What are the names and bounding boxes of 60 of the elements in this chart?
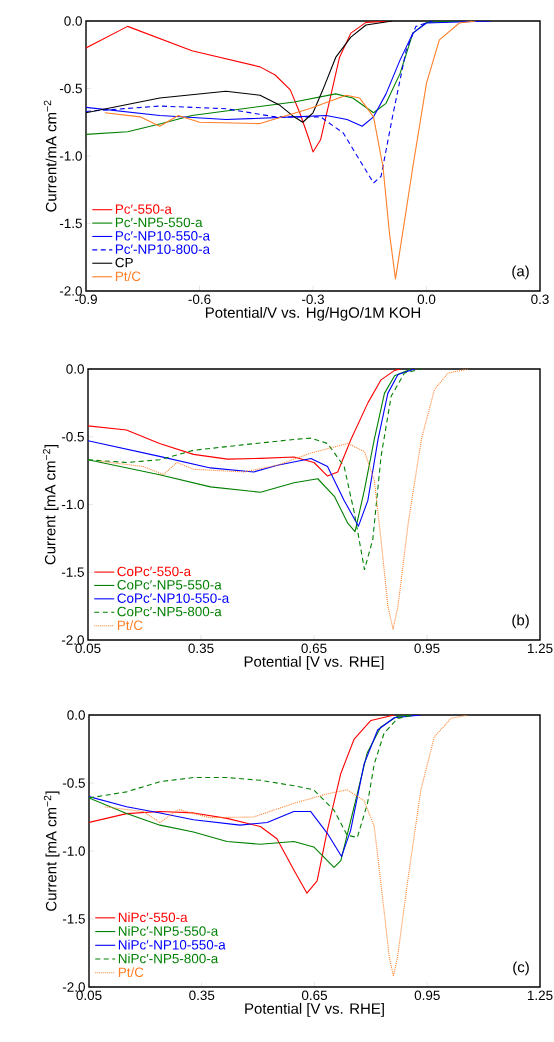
legend-label: CP bbox=[115, 257, 133, 268]
legend-label: CoPc′-NP5-800-a bbox=[117, 606, 222, 617]
line-series bbox=[89, 715, 395, 894]
legend-label: NiPc′-550-a bbox=[118, 912, 188, 923]
y-tick-label: -1.0 bbox=[59, 151, 82, 161]
y-tick-label: -1.5 bbox=[59, 218, 82, 229]
legend-label: NiPc′-NP5-800-a bbox=[118, 953, 219, 964]
y-tick-label: -0.5 bbox=[62, 778, 85, 788]
legend-label: Pc′-NP10-800-a bbox=[115, 244, 211, 254]
y-axis-title: Current/mA cm$^{−2}$ bbox=[43, 100, 57, 212]
legend-label: NiPc′-NP5-550-a bbox=[118, 925, 219, 936]
x-tick-label: 0.65 bbox=[301, 643, 327, 654]
legend-label: CoPc′-NP10-550-a bbox=[117, 593, 230, 603]
legend-label: Pc′-550-a bbox=[115, 204, 172, 214]
legend-label: CoPc′-550-a bbox=[117, 566, 192, 577]
x-tick-label: 0.95 bbox=[414, 990, 440, 1001]
x-axis-title: Potential [V vs. RHE] bbox=[245, 1002, 384, 1017]
line-series bbox=[104, 20, 477, 280]
x-tick-label: 0.65 bbox=[301, 990, 328, 1001]
x-axis-title: Potential/V vs. Hg/HgO/1M KOH bbox=[205, 306, 421, 321]
x-tick-label: 1.25 bbox=[527, 643, 553, 654]
y-tick-label: 0.0 bbox=[64, 16, 82, 26]
x-tick-label: 0.35 bbox=[189, 990, 215, 1001]
annotation: (c) bbox=[513, 961, 529, 976]
x-tick-label: 0.0 bbox=[417, 294, 436, 305]
legend-label: Pt/C bbox=[117, 620, 143, 631]
annotation: (b) bbox=[512, 614, 529, 629]
y-tick-label: -2.0 bbox=[59, 286, 82, 296]
y-tick-label: 0.0 bbox=[67, 710, 85, 720]
y-tick-label: -1.5 bbox=[61, 567, 84, 577]
y-tick-label: -2.0 bbox=[62, 982, 85, 992]
y-tick-label: 0.0 bbox=[66, 364, 84, 374]
legend-label: Pc′-NP10-550-a bbox=[115, 231, 211, 241]
y-tick-label: -0.5 bbox=[61, 431, 84, 442]
y-tick-label: -1.0 bbox=[62, 846, 85, 856]
x-tick-label: 0.05 bbox=[76, 990, 102, 1001]
x-tick-label: 0.95 bbox=[414, 643, 440, 654]
y-axis-title: Current [mA cm$^{−2}$] bbox=[42, 444, 59, 565]
annotation: (a) bbox=[512, 265, 529, 280]
y-tick-label: -2.0 bbox=[61, 635, 84, 645]
line-series bbox=[88, 368, 402, 477]
x-tick-label: -0.9 bbox=[75, 294, 97, 305]
x-tick-label: 1.25 bbox=[527, 990, 553, 1001]
x-tick-label: 0.3 bbox=[531, 294, 549, 305]
y-tick-label: -0.5 bbox=[59, 83, 82, 94]
x-tick-label: 0.35 bbox=[188, 643, 214, 654]
legend-label: Pt/C bbox=[118, 967, 144, 977]
legend-label: NiPc′-NP10-550-a bbox=[118, 939, 226, 950]
legend-label: Pc′-NP5-550-a bbox=[115, 217, 203, 228]
line-series bbox=[99, 368, 469, 630]
y-tick-label: -1.5 bbox=[62, 914, 85, 924]
y-tick-label: -1.0 bbox=[61, 499, 84, 510]
line-series bbox=[104, 715, 469, 977]
x-tick-label: 0.05 bbox=[75, 643, 101, 654]
x-tick-label: -0.3 bbox=[302, 294, 324, 305]
x-axis-title: Potential [V vs. RHE] bbox=[244, 655, 384, 670]
legend-label: Pt/C bbox=[115, 271, 141, 282]
legend-label: CoPc′-NP5-550-a bbox=[117, 580, 222, 590]
x-tick-label: -0.6 bbox=[188, 294, 211, 305]
y-axis-title: Current [mA cm$^{−2}$] bbox=[43, 791, 60, 911]
